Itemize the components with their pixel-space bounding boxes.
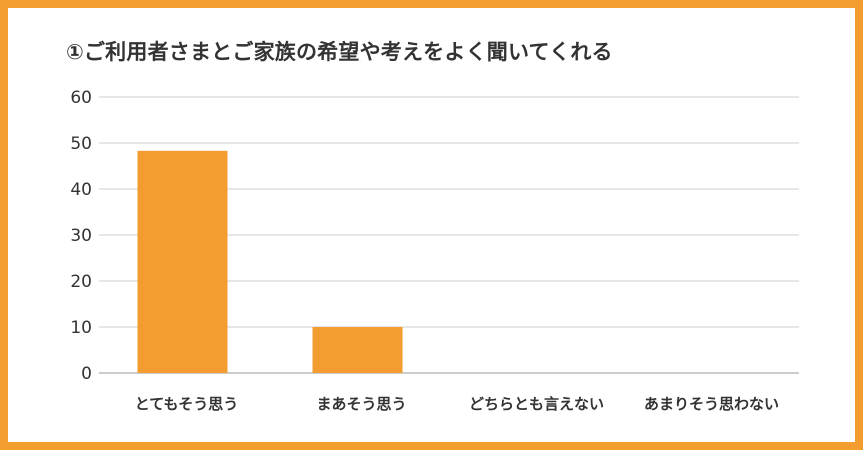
- x-tick-label: まあそう思う: [316, 395, 406, 413]
- bar: [312, 327, 403, 373]
- y-tick-label: 20: [70, 272, 92, 292]
- y-tick-label: 60: [70, 88, 92, 108]
- y-tick-label: 50: [70, 134, 92, 154]
- y-tick-label: 30: [70, 226, 92, 246]
- chart-title: ①ご利用者さまとご家族の希望や考えをよく聞いてくれる: [66, 40, 613, 64]
- y-axis-ticks: 0 10 20 30 40 50 60: [70, 88, 92, 384]
- y-tick-label: 10: [70, 318, 92, 338]
- bars: [137, 150, 403, 373]
- x-axis-ticks: とてもそう思う まあそう思う どちらとも言えない あまりそう思わない: [135, 395, 779, 413]
- x-tick-label: あまりそう思わない: [644, 395, 779, 413]
- y-tick-label: 0: [81, 364, 92, 384]
- y-tick-label: 40: [70, 180, 92, 200]
- x-tick-label: とてもそう思う: [135, 395, 239, 413]
- bar: [137, 150, 228, 373]
- x-tick-label: どちらとも言えない: [469, 395, 604, 413]
